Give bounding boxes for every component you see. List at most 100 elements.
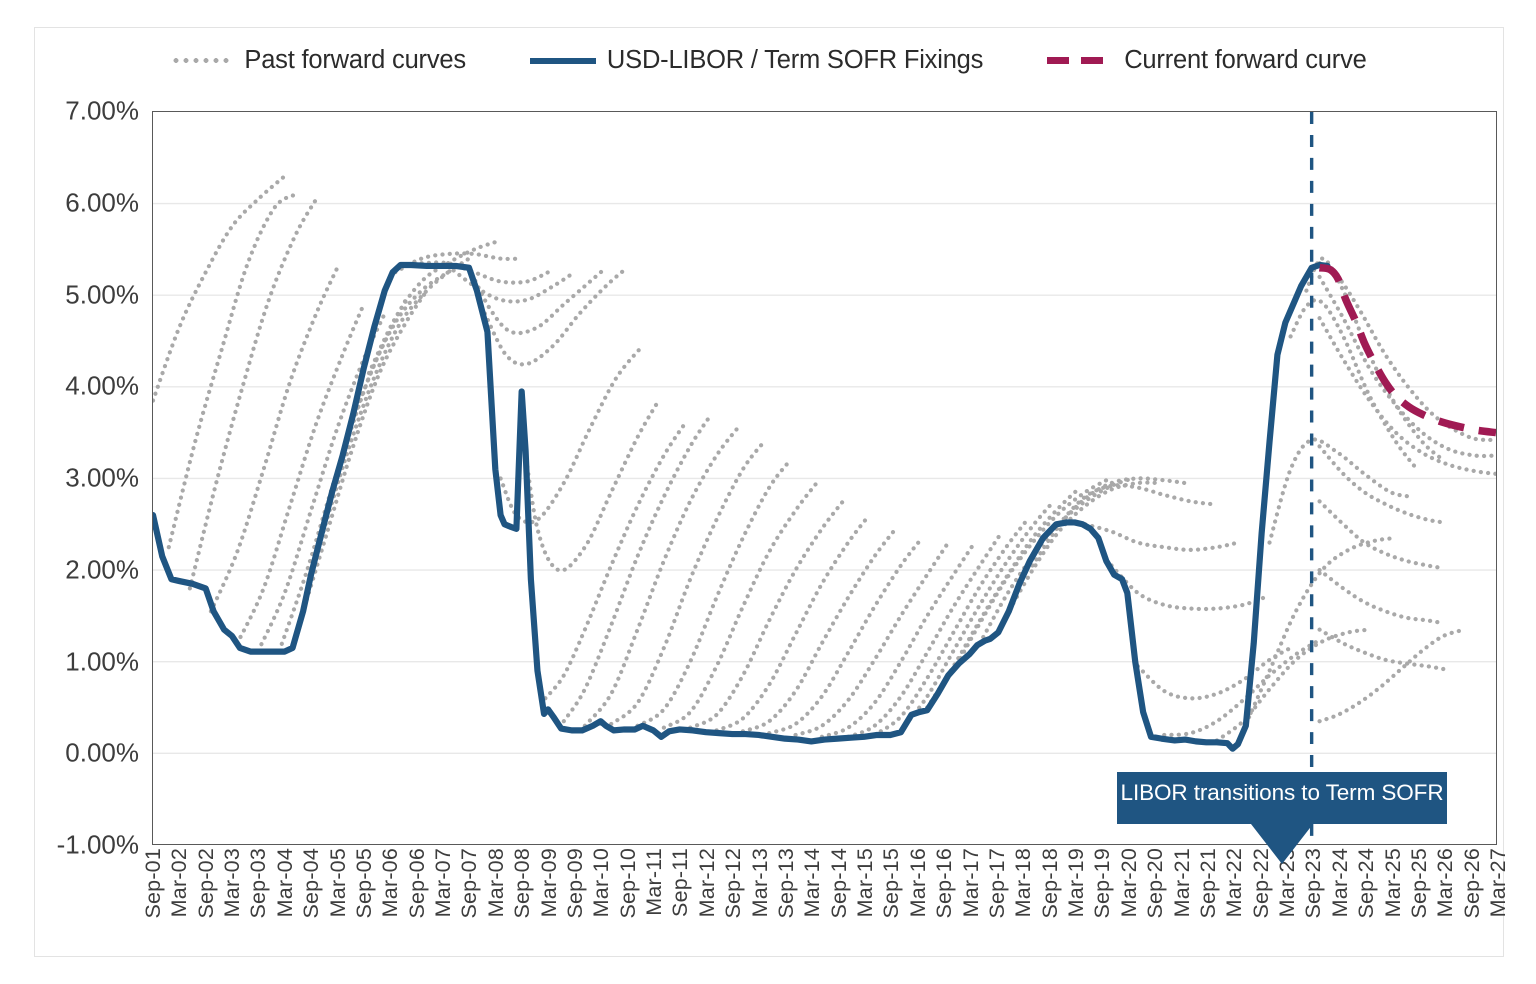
y-axis-tick-label: 7.00% bbox=[65, 95, 139, 126]
x-axis-tick-label: Sep-10 bbox=[615, 848, 640, 919]
x-axis-tick-label: Mar-17 bbox=[958, 848, 983, 918]
past-forward-curve bbox=[1317, 627, 1467, 724]
x-axis-tick-label: Sep-19 bbox=[1090, 848, 1115, 919]
past-forward-curve bbox=[1083, 522, 1241, 553]
chart-canvas bbox=[153, 112, 1496, 845]
x-axis-tick-label: Sep-17 bbox=[984, 848, 1009, 919]
y-axis-tick-label: 6.00% bbox=[65, 187, 139, 218]
past-forward-curve bbox=[1241, 535, 1399, 733]
y-axis-tick-label: 3.00% bbox=[65, 462, 139, 493]
annotation-callout[interactable]: LIBOR transitions to Term SOFR bbox=[1117, 772, 1447, 864]
past-forward-curve bbox=[1317, 316, 1496, 476]
x-axis-tick-label: Mar-16 bbox=[905, 848, 930, 918]
past-forward-curve bbox=[1109, 563, 1267, 612]
series-libor-sofr-fixings bbox=[153, 261, 1331, 752]
past-forward-curve bbox=[951, 478, 1109, 673]
dashed-line-icon bbox=[1047, 57, 1114, 64]
y-axis-tick-label: 2.00% bbox=[65, 554, 139, 585]
legend-entry-current-forward-curve[interactable]: Current forward curve bbox=[1047, 46, 1367, 75]
x-axis-tick-label: Sep-05 bbox=[351, 848, 376, 919]
past-forward-curve bbox=[1162, 639, 1320, 738]
past-forward-curve bbox=[846, 531, 1004, 739]
past-forward-curve bbox=[1135, 645, 1293, 701]
x-axis-tick-label: Mar-11 bbox=[642, 848, 667, 916]
x-axis-tick-label: Sep-04 bbox=[299, 848, 324, 919]
legend-entry-past-forward-curves[interactable]: Past forward curves bbox=[171, 46, 466, 75]
x-axis-tick-label: Mar-07 bbox=[431, 848, 456, 918]
chart-frame: Past forward curves USD-LIBOR / Term SOF… bbox=[34, 27, 1510, 957]
past-forward-curve bbox=[340, 256, 472, 458]
dotted-line-icon bbox=[171, 58, 234, 63]
past-forward-curve bbox=[153, 174, 287, 403]
past-forward-curve bbox=[688, 499, 846, 730]
past-forward-curve bbox=[661, 480, 819, 730]
x-axis-tick-label: Mar-18 bbox=[1011, 848, 1036, 918]
x-axis-tick-label: Mar-13 bbox=[747, 848, 772, 918]
x-axis-tick-label: Mar-15 bbox=[853, 848, 878, 918]
past-forward-curve bbox=[819, 540, 977, 739]
past-forward-curve bbox=[582, 425, 740, 728]
x-axis-tick-label: Sep-26 bbox=[1459, 848, 1484, 919]
y-axis-tick-label: 1.00% bbox=[65, 646, 139, 676]
past-forward-curve bbox=[793, 540, 951, 738]
x-axis-tick-label: Mar-14 bbox=[800, 848, 825, 918]
past-forward-curve bbox=[561, 412, 714, 724]
past-forward-curve bbox=[898, 499, 1056, 733]
x-axis-tick-label: Mar-19 bbox=[1064, 848, 1089, 918]
legend-entry-fixings[interactable]: USD-LIBOR / Term SOFR Fixings bbox=[529, 46, 984, 75]
x-axis-tick-label: Mar-03 bbox=[220, 848, 245, 918]
past-forward-curve bbox=[1214, 627, 1372, 743]
past-forward-curve bbox=[319, 270, 451, 541]
past-forward-curve bbox=[482, 265, 630, 367]
x-axis-tick-label: Sep-18 bbox=[1037, 848, 1062, 919]
past-forward-curve bbox=[1056, 483, 1214, 527]
past-forward-curve bbox=[872, 517, 1030, 738]
past-forward-curve bbox=[1317, 499, 1446, 571]
plot-wrapper bbox=[152, 111, 1497, 845]
past-forward-curve bbox=[298, 288, 429, 623]
past-forward-curve bbox=[166, 192, 298, 550]
callout-arrow-shape bbox=[1117, 772, 1447, 864]
past-forward-curve bbox=[445, 263, 577, 304]
y-axis-tick-label: 4.00% bbox=[65, 370, 139, 401]
y-axis-tick-label: 0.00% bbox=[65, 737, 139, 768]
past-forward-curve bbox=[714, 513, 872, 733]
x-axis-tick-label: Mar-10 bbox=[589, 848, 614, 918]
past-forward-curve bbox=[366, 239, 498, 376]
y-axis-tick-label: 5.00% bbox=[65, 279, 139, 309]
past-forward-curve bbox=[1317, 627, 1446, 672]
x-axis-tick-label: Sep-02 bbox=[193, 848, 218, 919]
past-forward-curve bbox=[1288, 297, 1420, 472]
y-axis-tick-label: -1.00% bbox=[56, 829, 139, 860]
x-axis-tick-label: Sep-11 bbox=[668, 848, 693, 917]
past-forward-curve bbox=[256, 311, 387, 653]
x-axis-tick-label: Sep-16 bbox=[932, 848, 957, 919]
past-forward-curve bbox=[498, 343, 645, 525]
past-forward-curve bbox=[609, 439, 767, 727]
series-current-forward-curve bbox=[1318, 264, 1496, 437]
past-forward-curve bbox=[543, 421, 688, 701]
y-axis: 7.00% 6.00% 5.00% 4.00% 3.00% 2.00% 1.00% 0.00%… bbox=[35, 96, 147, 860]
x-axis-tick-label: Sep-09 bbox=[562, 848, 587, 919]
past-forward-curve bbox=[208, 265, 340, 614]
x-axis-tick-label: Sep-08 bbox=[510, 848, 535, 919]
callout-polygon bbox=[1117, 772, 1447, 864]
solid-line-icon bbox=[529, 57, 596, 64]
past-forward-curve bbox=[235, 302, 366, 646]
x-axis-tick-label: Mar-09 bbox=[536, 848, 561, 918]
past-forward-curve bbox=[1317, 444, 1446, 525]
past-forward-curve bbox=[1317, 261, 1493, 443]
past-forward-curve bbox=[1317, 274, 1496, 459]
x-axis: Sep-01 Mar-02 Sep-02 Mar-03 Sep-03 Mar-04 Sep-… bbox=[141, 848, 1510, 968]
past-forward-curve bbox=[519, 398, 661, 573]
x-axis-tick-label: Sep-15 bbox=[879, 848, 904, 919]
legend-label-current-forward-curve: Current forward curve bbox=[1124, 46, 1367, 74]
x-axis-tick-label: Sep-14 bbox=[826, 848, 851, 919]
past-forward-curve bbox=[635, 458, 793, 728]
legend-label-fixings: USD-LIBOR / Term SOFR Fixings bbox=[606, 46, 984, 74]
x-axis-tick-label: Sep-13 bbox=[773, 848, 798, 919]
past-forward-curve bbox=[1004, 480, 1162, 618]
plot-area bbox=[152, 111, 1497, 845]
x-axis-tick-label: Sep-12 bbox=[721, 848, 746, 919]
